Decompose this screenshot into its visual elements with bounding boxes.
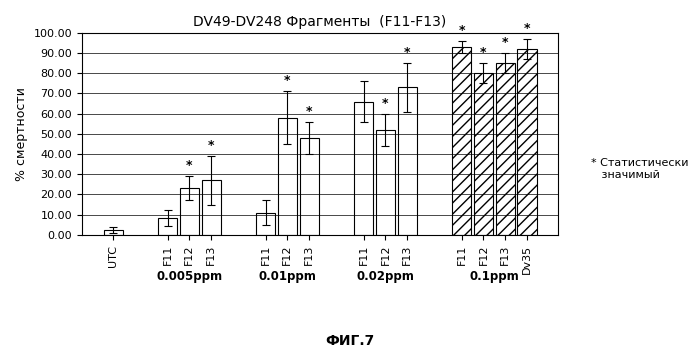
Text: *: * (186, 159, 193, 172)
Bar (103, 230, 123, 235)
Bar (201, 180, 221, 235)
Text: *: * (480, 46, 487, 59)
Text: *: * (306, 105, 312, 118)
Bar (354, 102, 373, 235)
Bar (300, 138, 319, 235)
Text: *: * (208, 139, 215, 152)
Bar (376, 130, 395, 235)
Text: *: * (404, 46, 410, 59)
Bar (256, 213, 275, 235)
Text: *: * (459, 24, 465, 37)
Text: ФИГ.7: ФИГ.7 (325, 334, 374, 348)
Bar (158, 218, 177, 235)
Bar (496, 63, 514, 235)
Text: 0.1ppm: 0.1ppm (470, 270, 519, 283)
Bar (474, 73, 493, 235)
Bar (398, 87, 417, 235)
Y-axis label: % смертности: % смертности (15, 87, 28, 181)
Text: 0.01ppm: 0.01ppm (259, 270, 317, 283)
Text: *: * (524, 22, 531, 35)
Text: *: * (284, 74, 291, 87)
Bar (180, 188, 199, 235)
Text: *: * (502, 36, 508, 49)
Text: * Статистически
   значимый: * Статистически значимый (591, 158, 688, 180)
Text: 0.005ppm: 0.005ppm (157, 270, 222, 283)
Bar (452, 47, 471, 235)
Bar (278, 118, 297, 235)
Text: *: * (382, 97, 389, 109)
Text: 0.02ppm: 0.02ppm (356, 270, 415, 283)
Title: DV49-DV248 Фрагменты  (F11-F13): DV49-DV248 Фрагменты (F11-F13) (194, 15, 447, 29)
Bar (517, 49, 537, 235)
